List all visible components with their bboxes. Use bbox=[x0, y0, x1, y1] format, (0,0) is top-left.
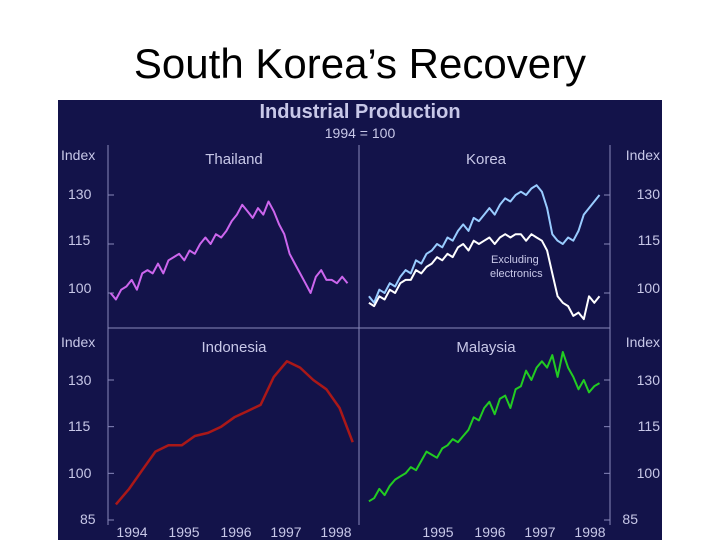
x-tick-left-1997: 1997 bbox=[270, 524, 301, 540]
top-left-tick-100: 100 bbox=[68, 280, 92, 296]
top-right-tick-100: 100 bbox=[637, 280, 661, 296]
chart-panel: Industrial Production 1994 = 100 Index I… bbox=[58, 100, 662, 540]
top-left-tick-130: 130 bbox=[68, 186, 92, 202]
axis-unit-bottom-right: Index bbox=[626, 334, 660, 350]
series-line-korea bbox=[368, 184, 601, 304]
korea-annotation-line-1: Excluding bbox=[491, 254, 539, 266]
series-line-excluding-electronics bbox=[368, 233, 601, 321]
x-tick-left-1995: 1995 bbox=[168, 524, 199, 540]
chart-title: Industrial Production bbox=[259, 101, 460, 123]
series-line-thailand bbox=[109, 200, 349, 301]
panel-name-indonesia: Indonesia bbox=[201, 339, 267, 356]
series-line-malaysia bbox=[368, 351, 601, 503]
bottom-right-tick-115: 115 bbox=[638, 418, 661, 434]
top-left-tick-115: 115 bbox=[68, 232, 91, 248]
industrial-production-chart: Industrial Production 1994 = 100 Index I… bbox=[61, 101, 661, 540]
axis-unit-top-left: Index bbox=[61, 147, 95, 163]
panel-name-malaysia: Malaysia bbox=[456, 339, 516, 356]
series-line-indonesia bbox=[114, 360, 354, 506]
panel-name-thailand: Thailand bbox=[205, 151, 263, 168]
x-tick-left-1996: 1996 bbox=[220, 524, 251, 540]
x-tick-left-1998: 1998 bbox=[320, 524, 351, 540]
slide-title: South Korea’s Recovery bbox=[133, 40, 587, 87]
bottom-right-tick-130: 130 bbox=[637, 372, 661, 388]
x-tick-right-1998: 1998 bbox=[574, 524, 605, 540]
x-tick-right-1997: 1997 bbox=[524, 524, 555, 540]
x-tick-right-1995: 1995 bbox=[422, 524, 453, 540]
top-right-tick-115: 115 bbox=[638, 232, 661, 248]
bottom-left-tick-130: 130 bbox=[68, 372, 92, 388]
korea-annotation-line-2: electronics bbox=[490, 268, 543, 280]
axis-unit-bottom-left: Index bbox=[61, 334, 95, 350]
panel-name-korea: Korea bbox=[466, 151, 507, 168]
x-tick-right-1996: 1996 bbox=[474, 524, 505, 540]
top-right-tick-130: 130 bbox=[637, 186, 661, 202]
chart-subtitle: 1994 = 100 bbox=[325, 125, 396, 141]
axis-unit-top-right: Index bbox=[626, 147, 660, 163]
bottom-right-tick-85: 85 bbox=[622, 511, 638, 527]
bottom-left-tick-85: 85 bbox=[80, 511, 96, 527]
bottom-left-tick-100: 100 bbox=[68, 465, 92, 481]
bottom-left-tick-115: 115 bbox=[68, 418, 91, 434]
bottom-right-tick-100: 100 bbox=[637, 465, 661, 481]
x-tick-left-1994: 1994 bbox=[116, 524, 147, 540]
